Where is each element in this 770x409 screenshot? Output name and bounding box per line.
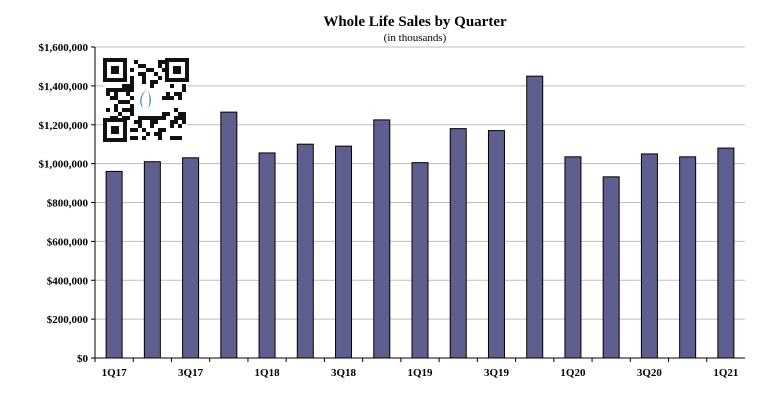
- y-tick-label: $1,600,000: [39, 42, 89, 54]
- bar-4Q18: [373, 119, 391, 359]
- x-tick-label: 3Q18: [331, 367, 357, 379]
- y-tick-label: $200,000: [47, 314, 89, 326]
- y-tick-label: $1,000,000: [39, 159, 89, 171]
- bar-1Q21: [717, 147, 735, 359]
- bar-1Q17: [105, 170, 123, 359]
- bar-1Q20: [564, 156, 582, 359]
- x-axis-ticks: 1Q17 3Q17 1Q18 3Q18 1Q19 3Q19 1Q20 3Q20 1Q21: [94, 358, 738, 379]
- x-tick-label: 3Q19: [484, 367, 510, 379]
- bar-4Q20: [679, 156, 697, 359]
- x-tick-label: 1Q17: [102, 367, 128, 379]
- x-tick-label: 1Q18: [255, 367, 281, 379]
- x-tick-label: 3Q17: [178, 367, 204, 379]
- chart-subtitle: (in thousands): [384, 32, 447, 44]
- bar-3Q20: [640, 153, 658, 359]
- y-tick-label: $800,000: [47, 198, 89, 210]
- bar-2Q20: [602, 176, 620, 359]
- bar-4Q17: [220, 111, 238, 359]
- bar-3Q19: [487, 130, 505, 359]
- y-tick-label: $600,000: [47, 236, 89, 248]
- y-tick-label: $1,200,000: [39, 120, 89, 132]
- bar-4Q19: [526, 75, 544, 359]
- bars: [105, 75, 735, 359]
- bar-2Q17: [143, 161, 161, 359]
- y-tick-label: $1,400,000: [39, 81, 89, 93]
- bar-3Q18: [335, 145, 353, 359]
- bar-3Q17: [182, 157, 200, 359]
- qr-code-logo: [103, 58, 189, 142]
- x-tick-label: 3Q20: [637, 367, 663, 379]
- bar-1Q18: [258, 152, 276, 359]
- x-tick-label: 1Q19: [407, 367, 433, 379]
- x-tick-label: 1Q21: [713, 367, 738, 379]
- bar-1Q19: [411, 162, 429, 359]
- y-tick-label: $0: [77, 353, 89, 365]
- bar-2Q18: [296, 143, 314, 359]
- x-tick-label: 1Q20: [560, 367, 586, 379]
- chart-title: Whole Life Sales by Quarter: [323, 14, 507, 30]
- y-tick-label: $400,000: [47, 275, 89, 287]
- y-axis-ticks: $0 $200,000 $400,000 $600,000 $800,000 $1,000…: [39, 42, 95, 365]
- bar-2Q19: [449, 128, 467, 359]
